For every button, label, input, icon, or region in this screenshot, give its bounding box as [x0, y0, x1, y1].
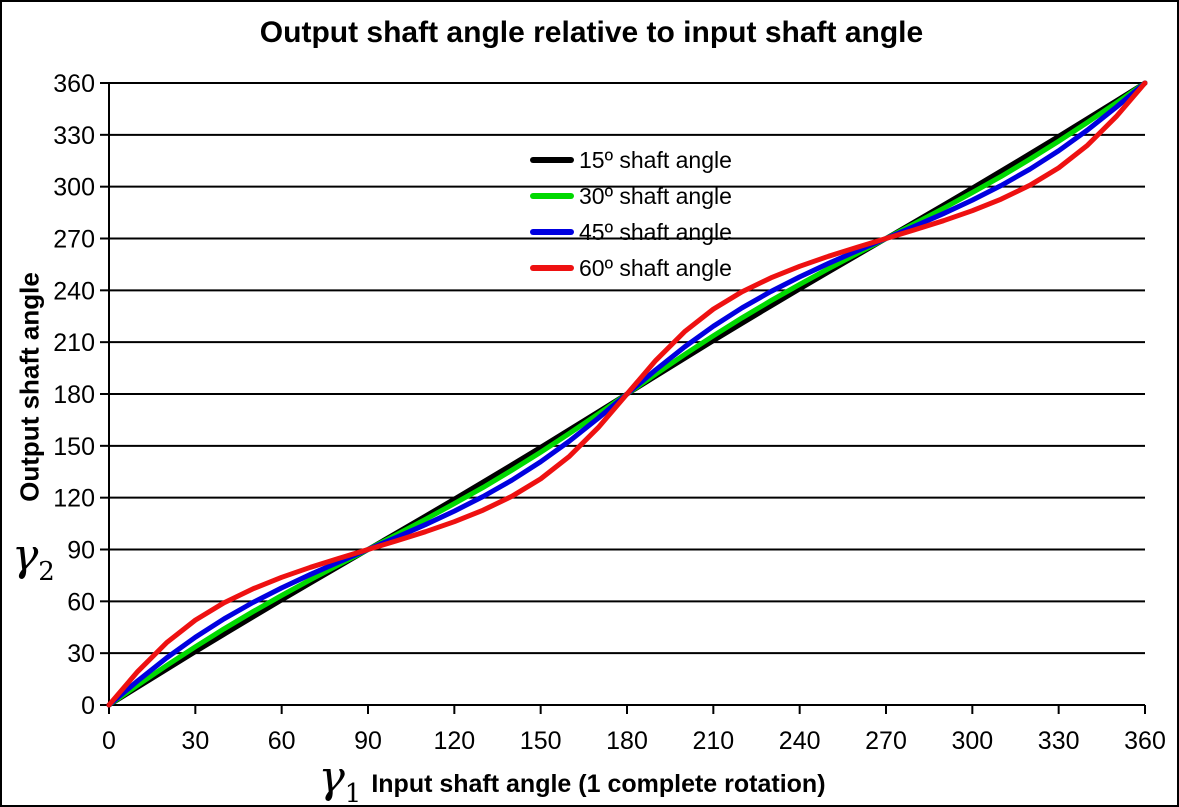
- ytick-label-240: 240: [53, 277, 95, 305]
- legend-label-45deg: 45º shaft angle: [579, 218, 732, 245]
- xtick-label-0: 0: [102, 727, 116, 755]
- legend-swatch-60deg: [530, 265, 574, 271]
- ytick-label-210: 210: [53, 329, 95, 357]
- x-axis-label-row: γ1 Input shaft angle (1 complete rotatio…: [318, 752, 826, 807]
- y-axis-title: Output shaft angle: [14, 272, 45, 502]
- series-line-60deg: [106, 80, 1148, 708]
- legend-swatch-45deg: [530, 229, 574, 235]
- ytick-label-270: 270: [53, 226, 95, 254]
- legend-item-60deg: 60º shaft angle: [530, 250, 732, 286]
- x-axis-title: Input shaft angle (1 complete rotation): [371, 770, 826, 798]
- xtick-label-240: 240: [779, 727, 821, 755]
- ytick-label-180: 180: [53, 381, 95, 409]
- ytick-label-90: 90: [67, 537, 95, 565]
- ytick-label-30: 30: [67, 640, 95, 668]
- gamma-2-glyph: γ: [12, 530, 39, 581]
- gamma-2-subscript: 2: [38, 556, 55, 587]
- chart-title: Output shaft angle relative to input sha…: [259, 16, 924, 49]
- xtick-label-90: 90: [354, 727, 382, 755]
- xtick-label-330: 330: [1038, 727, 1080, 755]
- xtick-label-270: 270: [865, 727, 907, 755]
- legend-swatch-30deg: [530, 193, 574, 199]
- xtick-label-210: 210: [692, 727, 734, 755]
- legend-label-30deg: 30º shaft angle: [579, 182, 732, 209]
- xtick-label-30: 30: [181, 727, 209, 755]
- xtick-label-120: 120: [433, 727, 475, 755]
- x-axis-gamma-symbol: γ1: [318, 752, 362, 807]
- gamma-1-glyph: γ: [318, 752, 345, 803]
- ytick-label-0: 0: [81, 692, 95, 720]
- xtick-label-360: 360: [1124, 727, 1166, 755]
- gamma-1-subscript: 1: [344, 778, 362, 807]
- ytick-label-60: 60: [67, 588, 95, 616]
- legend-item-30deg: 30º shaft angle: [530, 178, 732, 214]
- ytick-label-150: 150: [53, 433, 95, 461]
- xtick-label-300: 300: [951, 727, 993, 755]
- legend-label-15deg: 15º shaft angle: [579, 146, 732, 173]
- xtick-label-60: 60: [268, 727, 296, 755]
- legend-item-45deg: 45º shaft angle: [530, 214, 732, 250]
- y-axis-gamma-symbol: γ2: [12, 530, 55, 587]
- ytick-label-360: 360: [53, 70, 95, 98]
- legend-swatch-15deg: [530, 157, 574, 163]
- ytick-label-120: 120: [53, 485, 95, 513]
- xtick-label-150: 150: [520, 727, 562, 755]
- ytick-label-330: 330: [53, 122, 95, 150]
- xtick-label-180: 180: [606, 727, 648, 755]
- legend: 15º shaft angle 30º shaft angle 45º shaf…: [530, 142, 732, 286]
- legend-item-15deg: 15º shaft angle: [530, 142, 732, 178]
- legend-label-60deg: 60º shaft angle: [579, 254, 732, 281]
- ytick-label-300: 300: [53, 174, 95, 202]
